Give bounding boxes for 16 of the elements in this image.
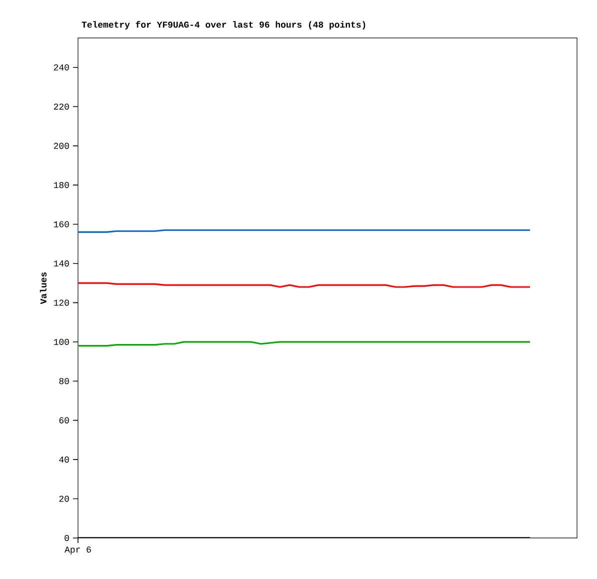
y-tick-label: 140	[54, 260, 69, 267]
x-tick-label: Apr 6	[64, 546, 91, 554]
chart-title: Telemetry for YF9UAG-4 over last 96 hours (48 points)	[82, 21, 366, 30]
y-tick-label: 80	[59, 378, 69, 384]
y-axis-title: Values	[40, 272, 47, 304]
y-tick-label: 200	[54, 142, 69, 149]
y-tick-label: 240	[54, 64, 69, 70]
y-tick-label: 220	[54, 104, 69, 110]
y-tick-label: 20	[59, 496, 69, 502]
y-tick-label: 120	[54, 300, 69, 306]
y-tick-label: 40	[59, 456, 69, 463]
y-tick-label: 0	[64, 534, 69, 542]
y-tick-label: 60	[59, 417, 69, 424]
y-tick-label: 100	[54, 338, 69, 345]
y-tick-label: 180	[54, 182, 69, 188]
y-tick-label: 160	[54, 221, 69, 228]
